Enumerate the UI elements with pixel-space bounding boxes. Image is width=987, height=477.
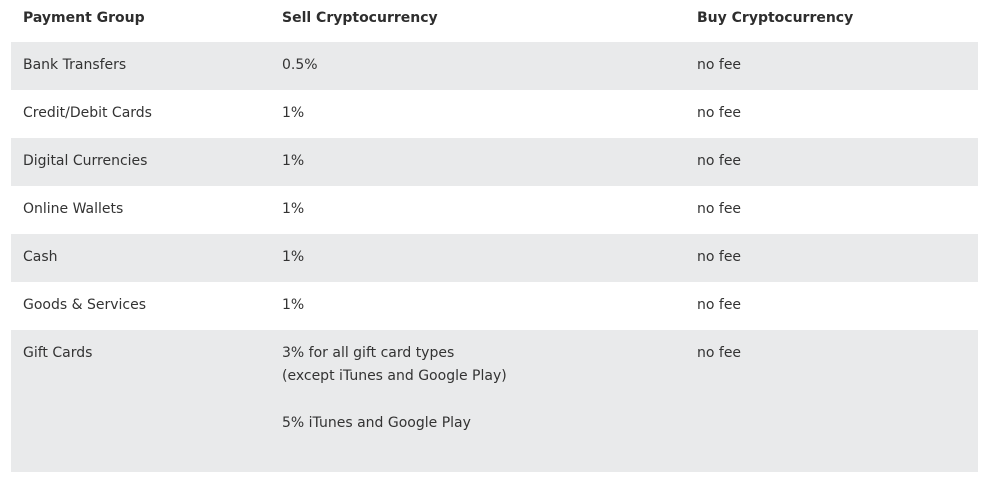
table-row: Digital Currencies 1% no fee bbox=[11, 138, 978, 186]
sell-fee-cell: 1% bbox=[282, 249, 305, 265]
buy-fee-cell: no fee bbox=[697, 57, 742, 73]
payment-group-cell: Online Wallets bbox=[23, 201, 124, 217]
sell-fee-cell: 1% bbox=[282, 297, 305, 313]
table-row: Bank Transfers 0.5% no fee bbox=[11, 42, 978, 90]
buy-fee-cell: no fee bbox=[697, 201, 742, 217]
header-payment-group: Payment Group bbox=[23, 10, 145, 26]
table-row: Credit/Debit Cards 1% no fee bbox=[11, 90, 978, 138]
buy-fee-cell: no fee bbox=[697, 153, 742, 169]
buy-fee-cell: no fee bbox=[697, 249, 742, 265]
fee-table: Payment Group Sell Cryptocurrency Buy Cr… bbox=[11, 0, 978, 472]
buy-fee-cell: no fee bbox=[697, 297, 742, 313]
payment-group-cell: Goods & Services bbox=[23, 297, 147, 313]
buy-fee-cell: no fee bbox=[697, 105, 742, 121]
payment-group-cell: Credit/Debit Cards bbox=[23, 105, 152, 121]
payment-group-cell: Gift Cards bbox=[23, 345, 93, 361]
table-row: Gift Cards 3% for all gift card types (e… bbox=[11, 330, 978, 472]
table-header-row: Payment Group Sell Cryptocurrency Buy Cr… bbox=[11, 0, 978, 42]
sell-fee-cell: 3% for all gift card types (except iTune… bbox=[282, 342, 507, 435]
table-row: Goods & Services 1% no fee bbox=[11, 282, 978, 330]
buy-fee-cell: no fee bbox=[697, 345, 742, 361]
payment-group-cell: Digital Currencies bbox=[23, 153, 148, 169]
table-row: Online Wallets 1% no fee bbox=[11, 186, 978, 234]
header-sell-cryptocurrency: Sell Cryptocurrency bbox=[282, 10, 438, 26]
sell-fee-cell: 0.5% bbox=[282, 57, 318, 73]
sell-fee-line: 3% for all gift card types bbox=[282, 345, 455, 361]
header-buy-cryptocurrency: Buy Cryptocurrency bbox=[697, 10, 854, 26]
sell-fee-cell: 1% bbox=[282, 201, 305, 217]
sell-fee-cell: 1% bbox=[282, 105, 305, 121]
sell-fee-line: 5% iTunes and Google Play bbox=[282, 415, 471, 431]
payment-group-cell: Cash bbox=[23, 249, 58, 265]
table-row: Cash 1% no fee bbox=[11, 234, 978, 282]
sell-fee-line: (except iTunes and Google Play) bbox=[282, 368, 507, 384]
payment-group-cell: Bank Transfers bbox=[23, 57, 127, 73]
sell-fee-cell: 1% bbox=[282, 153, 305, 169]
